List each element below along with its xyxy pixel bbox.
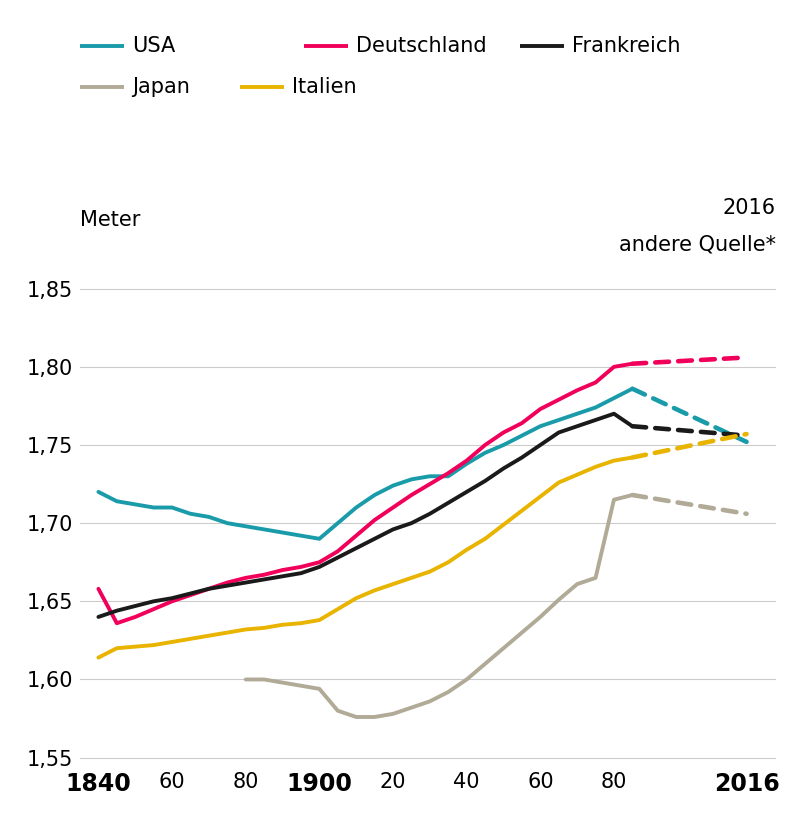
Text: Meter: Meter bbox=[80, 210, 140, 230]
Text: andere Quelle*: andere Quelle* bbox=[619, 235, 776, 255]
Text: USA: USA bbox=[132, 36, 175, 56]
Text: Japan: Japan bbox=[132, 77, 190, 97]
Text: Italien: Italien bbox=[292, 77, 357, 97]
Text: Deutschland: Deutschland bbox=[356, 36, 486, 56]
Text: Frankreich: Frankreich bbox=[572, 36, 681, 56]
Text: 2016: 2016 bbox=[723, 198, 776, 218]
